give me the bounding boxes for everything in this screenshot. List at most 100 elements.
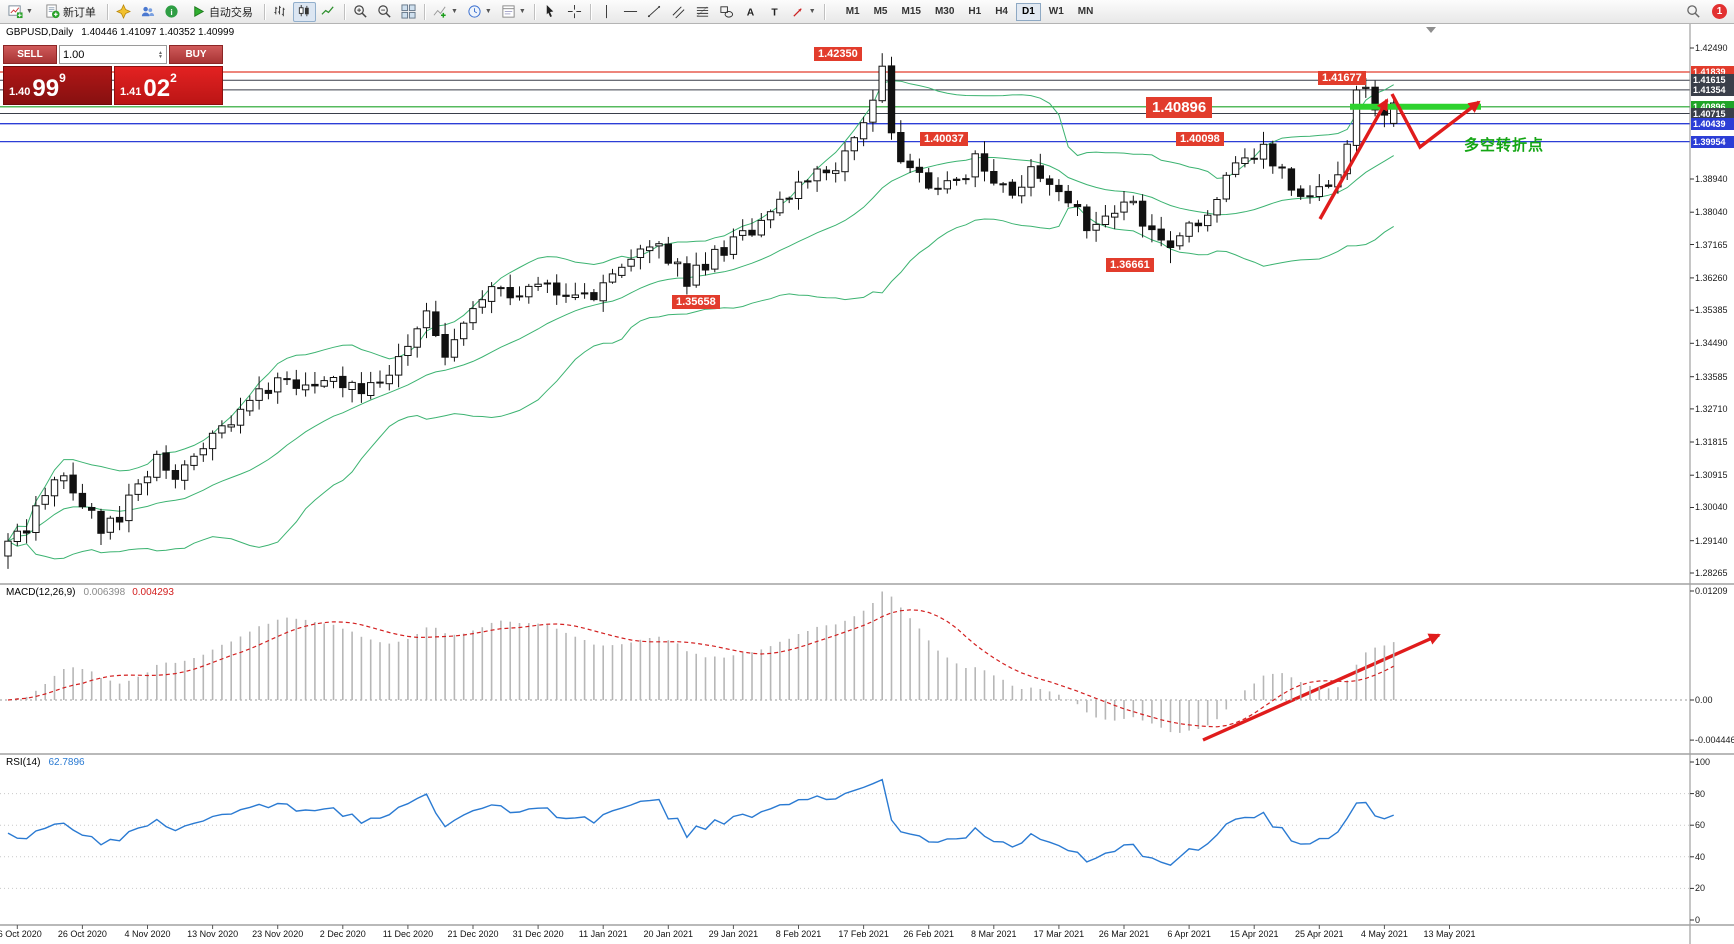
date-label: 26 Oct 2020 xyxy=(57,929,107,939)
shapes-button[interactable] xyxy=(715,2,738,22)
toolbar-separator xyxy=(106,3,108,20)
buy-button[interactable]: BUY xyxy=(169,45,223,64)
trendline-button[interactable] xyxy=(643,2,666,22)
ask-big-digits: 02 xyxy=(143,75,171,102)
date-label: 15 Apr 2021 xyxy=(1229,929,1279,939)
crosshair-button[interactable] xyxy=(563,2,586,22)
line-mode-button[interactable] xyxy=(317,2,340,22)
panel-separator[interactable] xyxy=(0,752,1690,756)
channel-button[interactable] xyxy=(667,2,690,22)
symbol-name: GBPUSD,Daily xyxy=(6,27,74,38)
date-label: 17 Feb 2021 xyxy=(838,929,889,939)
search-button[interactable] xyxy=(1682,2,1705,22)
price-callout-label[interactable]: 1.42350 xyxy=(814,47,862,61)
timeframe-mn[interactable]: MN xyxy=(1077,6,1094,17)
price-callout-label[interactable]: 1.35658 xyxy=(672,295,720,309)
volume-spinner[interactable]: ▲ ▼ xyxy=(158,49,163,60)
timeframe-m1[interactable]: M1 xyxy=(845,6,860,17)
price-axis-tick: 1.38040 xyxy=(1695,207,1728,218)
rsi-value: 62.7896 xyxy=(48,757,85,768)
notification-badge[interactable]: 1 xyxy=(1712,4,1727,19)
ohlc-values: 1.40446 1.41097 1.40352 1.40999 xyxy=(81,27,235,38)
price-callout-label[interactable]: 1.40896 xyxy=(1146,97,1213,118)
price-axis-tick: 1.33585 xyxy=(1695,371,1728,382)
sell-button[interactable]: SELL xyxy=(3,45,57,64)
turning-point-annotation[interactable]: 多空转折点 xyxy=(1464,137,1545,154)
periods-button[interactable]: ▼ xyxy=(463,2,496,22)
macd-name: MACD(12,26,9) xyxy=(6,587,76,598)
price-callout-label[interactable]: 1.36661 xyxy=(1106,258,1154,272)
timeframe-m15[interactable]: M15 xyxy=(901,6,921,17)
autotrading-button[interactable]: 自动交易 xyxy=(184,2,260,22)
macd-main-value: 0.006398 xyxy=(83,587,126,598)
timeframe-h4[interactable]: H4 xyxy=(995,6,1008,17)
indicators-icon xyxy=(433,6,446,18)
price-callout-label[interactable]: 1.40098 xyxy=(1176,132,1224,146)
price-callout-label[interactable]: 1.41677 xyxy=(1318,71,1366,85)
line-mode-icon xyxy=(321,6,334,15)
timeframe-m5[interactable]: M5 xyxy=(873,6,888,17)
candles-mode-icon xyxy=(298,4,309,17)
panel-separator[interactable] xyxy=(0,582,1690,586)
tile-windows-button[interactable] xyxy=(397,2,420,22)
toolbar-right-cluster: 1 xyxy=(1682,2,1730,22)
price-callout-label[interactable]: 1.40037 xyxy=(920,132,968,146)
date-label: 13 May 2021 xyxy=(1423,929,1476,939)
volume-value: 1.00 xyxy=(63,48,85,61)
fibonacci-button[interactable] xyxy=(691,2,714,22)
ask-panel[interactable]: 1.41 02 2 xyxy=(114,66,223,105)
price-axis-tick: 1.38940 xyxy=(1695,174,1728,185)
macd-label: MACD(12,26,9) 0.006398 0.004293 xyxy=(6,587,174,598)
timeframe-h1[interactable]: H1 xyxy=(968,6,982,17)
date-label: 6 Apr 2021 xyxy=(1167,929,1211,939)
date-label: 20 Jan 2021 xyxy=(643,929,694,939)
tile-windows-icon xyxy=(401,4,416,19)
toolbar-separator xyxy=(533,3,535,20)
bid-panel[interactable]: 1.40 99 9 xyxy=(3,66,112,105)
price-axis-box: 1.40715 xyxy=(1691,107,1734,120)
rsi-name: RSI(14) xyxy=(6,757,41,768)
date-label: 4 May 2021 xyxy=(1360,929,1408,939)
new-chart-button[interactable]: ▼ xyxy=(4,2,37,22)
price-axis-tick: 1.32710 xyxy=(1695,403,1728,414)
timeframe-w1[interactable]: W1 xyxy=(1048,6,1064,17)
zoom-out-button[interactable] xyxy=(373,2,396,22)
rsi-axis-tick: 100 xyxy=(1695,757,1711,767)
bars-mode-button[interactable] xyxy=(269,2,292,22)
community-button[interactable] xyxy=(136,2,159,22)
templates-button[interactable]: ▼ xyxy=(497,2,530,22)
new-order-button[interactable]: 新订单 xyxy=(38,2,103,22)
price-axis-tick: 1.42490 xyxy=(1695,43,1728,53)
cursor-button[interactable] xyxy=(539,2,562,22)
metaeditor-button[interactable] xyxy=(112,2,135,22)
price-axis-tick: 1.30040 xyxy=(1695,502,1728,513)
date-label: 11 Dec 2020 xyxy=(382,929,434,939)
chart-shift-marker[interactable] xyxy=(1426,27,1436,33)
templates-icon xyxy=(502,5,515,18)
spinner-up-icon[interactable]: ▲ xyxy=(158,49,163,56)
zoom-out-icon xyxy=(378,5,391,18)
spinner-down-icon[interactable]: ▼ xyxy=(158,53,163,60)
date-label: 26 Mar 2021 xyxy=(1098,929,1150,939)
candles-mode-button[interactable] xyxy=(292,1,316,22)
indicators-button[interactable]: ▼ xyxy=(429,2,462,22)
timeframe-d1[interactable]: D1 xyxy=(1016,2,1041,21)
timeframe-m30[interactable]: M30 xyxy=(934,6,955,17)
vertical-line-button[interactable] xyxy=(595,2,618,22)
horizontal-line-button[interactable] xyxy=(619,2,642,22)
help-button[interactable]: i xyxy=(160,2,183,22)
new-order-icon xyxy=(46,4,60,19)
svg-text:T: T xyxy=(771,7,778,18)
date-label: 21 Dec 2020 xyxy=(447,929,499,939)
shapes-icon xyxy=(720,6,733,18)
label-icon: T xyxy=(771,7,778,18)
rsi-axis-tick: 40 xyxy=(1695,851,1706,862)
volume-input[interactable]: 1.00 ▲ ▼ xyxy=(59,45,167,64)
zoom-in-button[interactable] xyxy=(349,2,372,22)
arrows-button[interactable]: ▼ xyxy=(787,2,820,22)
date-label: 11 Jan 2021 xyxy=(578,929,628,939)
date-label: 23 Nov 2020 xyxy=(252,929,304,939)
label-button[interactable]: T xyxy=(763,2,786,22)
text-button[interactable]: A xyxy=(739,2,762,22)
